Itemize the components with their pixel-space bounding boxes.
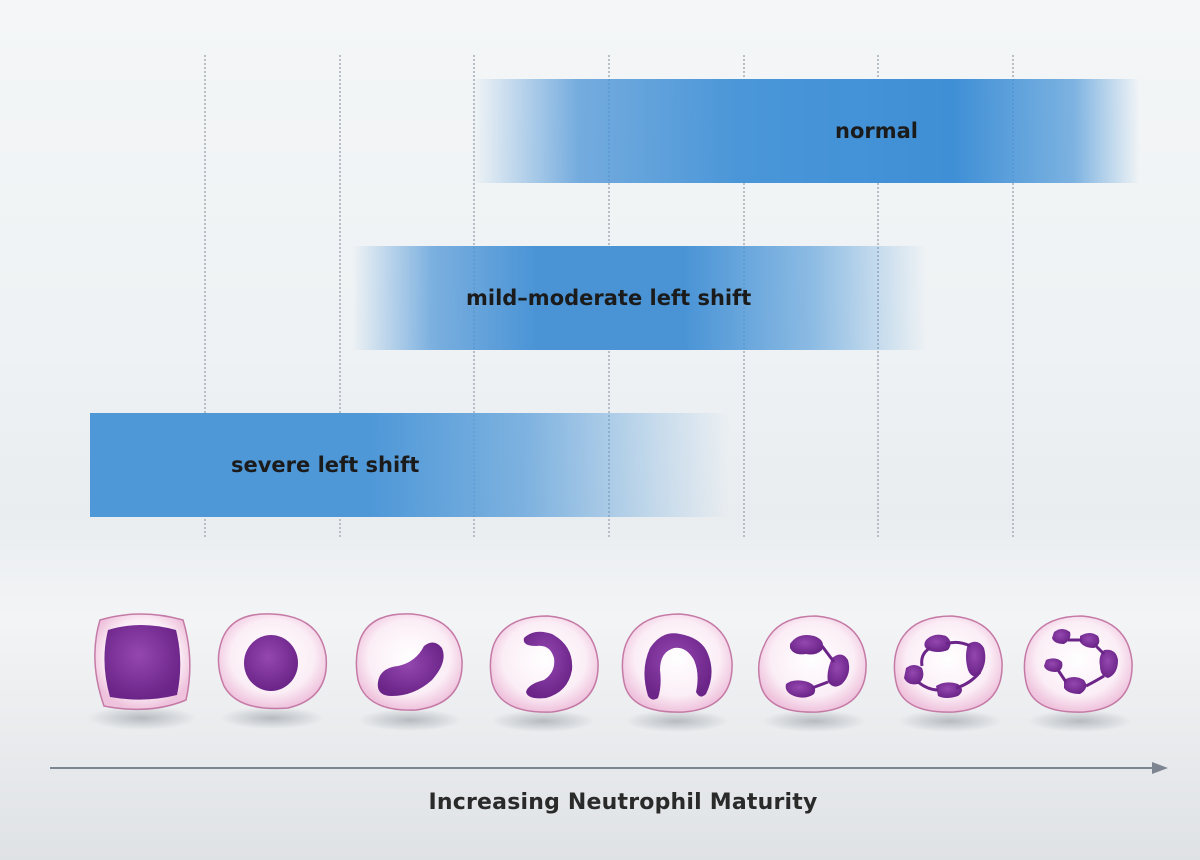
cell-segmented-neutrophil-4-lobe xyxy=(893,615,1003,732)
band-normal-label: normal xyxy=(835,119,918,143)
band-mild-moderate-left-shift: mild–moderate left shift xyxy=(352,246,927,350)
neutrophil-stages xyxy=(87,613,1133,732)
grid-line xyxy=(339,55,341,537)
cell-band xyxy=(621,613,733,732)
cell-promyelocyte xyxy=(217,613,328,729)
cell-myelocyte xyxy=(355,613,463,731)
cell-hypersegmented-neutrophil xyxy=(1023,615,1133,732)
band-normal: normal xyxy=(472,79,1140,183)
cell-myeloblast xyxy=(87,613,197,730)
grid-line xyxy=(204,55,206,537)
axis-label: Increasing Neutrophil Maturity xyxy=(428,790,818,815)
band-severe-left-shift: severe left shift xyxy=(90,413,730,517)
grid-line xyxy=(1012,55,1014,537)
cell-segmented-neutrophil xyxy=(757,615,867,732)
cell-metamyelocyte xyxy=(489,615,599,732)
maturity-axis-arrow xyxy=(50,762,1168,774)
band-severe-label: severe left shift xyxy=(231,453,420,477)
band-mild-label: mild–moderate left shift xyxy=(466,286,752,310)
